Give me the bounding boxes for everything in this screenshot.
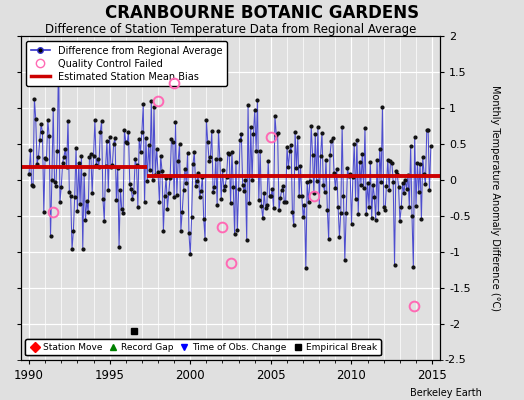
Text: -2.5: -2.5 [444,355,466,365]
Title: Difference of Station Temperature Data from Regional Average: Difference of Station Temperature Data f… [45,23,416,36]
Legend: Station Move, Record Gap, Time of Obs. Change, Empirical Break: Station Move, Record Gap, Time of Obs. C… [26,339,380,356]
Text: Berkeley Earth: Berkeley Earth [410,388,482,398]
Y-axis label: Monthly Temperature Anomaly Difference (°C): Monthly Temperature Anomaly Difference (… [490,85,500,311]
Text: CRANBOURNE BOTANIC GARDENS: CRANBOURNE BOTANIC GARDENS [105,4,419,22]
